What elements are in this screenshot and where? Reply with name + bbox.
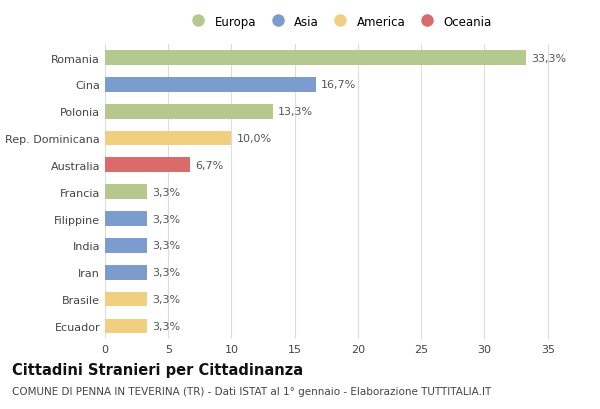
Bar	[105, 158, 190, 173]
Text: 3,3%: 3,3%	[152, 187, 180, 197]
Text: 33,3%: 33,3%	[531, 54, 566, 63]
Text: 3,3%: 3,3%	[152, 267, 180, 278]
Text: 3,3%: 3,3%	[152, 294, 180, 304]
Bar	[105, 185, 147, 200]
Text: 10,0%: 10,0%	[236, 134, 272, 144]
Bar	[105, 211, 147, 226]
Text: 3,3%: 3,3%	[152, 214, 180, 224]
Text: 13,3%: 13,3%	[278, 107, 313, 117]
Legend: Europa, Asia, America, Oceania: Europa, Asia, America, Oceania	[182, 11, 496, 33]
Bar	[105, 319, 147, 333]
Text: COMUNE DI PENNA IN TEVERINA (TR) - Dati ISTAT al 1° gennaio - Elaborazione TUTTI: COMUNE DI PENNA IN TEVERINA (TR) - Dati …	[12, 387, 491, 396]
Bar	[105, 131, 232, 146]
Bar	[105, 78, 316, 92]
Text: Cittadini Stranieri per Cittadinanza: Cittadini Stranieri per Cittadinanza	[12, 362, 303, 377]
Text: 6,7%: 6,7%	[195, 160, 223, 171]
Text: 3,3%: 3,3%	[152, 321, 180, 331]
Bar	[105, 238, 147, 253]
Bar	[105, 105, 273, 119]
Bar	[105, 265, 147, 280]
Bar	[105, 292, 147, 307]
Text: 3,3%: 3,3%	[152, 241, 180, 251]
Bar	[105, 51, 526, 66]
Text: 16,7%: 16,7%	[321, 80, 356, 90]
